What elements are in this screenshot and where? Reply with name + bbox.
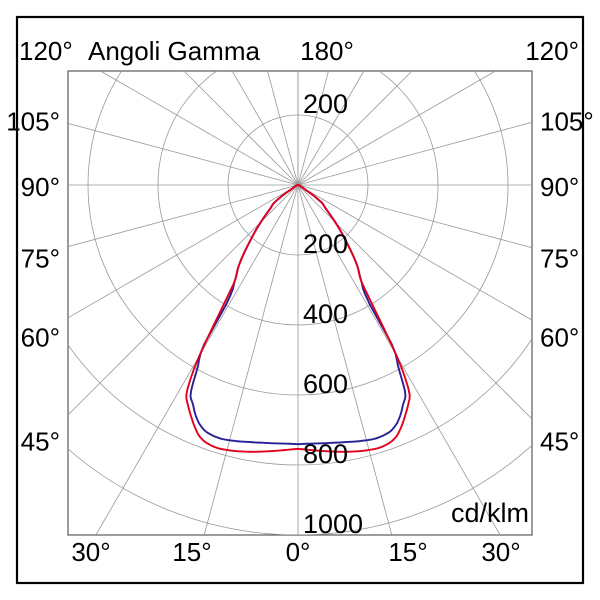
svg-text:Angoli Gamma: Angoli Gamma bbox=[88, 36, 260, 66]
svg-text:75°: 75° bbox=[540, 244, 579, 274]
svg-text:60°: 60° bbox=[21, 323, 60, 353]
svg-text:600: 600 bbox=[303, 369, 348, 399]
svg-text:0°: 0° bbox=[286, 537, 311, 567]
svg-text:1000: 1000 bbox=[303, 509, 363, 539]
svg-text:105°: 105° bbox=[540, 107, 594, 137]
svg-text:75°: 75° bbox=[21, 244, 60, 274]
svg-text:15°: 15° bbox=[388, 537, 427, 567]
svg-text:200: 200 bbox=[303, 229, 348, 259]
svg-text:45°: 45° bbox=[540, 427, 579, 457]
svg-text:15°: 15° bbox=[172, 537, 211, 567]
svg-text:90°: 90° bbox=[540, 172, 579, 202]
svg-text:400: 400 bbox=[303, 299, 348, 329]
svg-text:60°: 60° bbox=[540, 323, 579, 353]
svg-text:30°: 30° bbox=[71, 537, 110, 567]
svg-text:120°: 120° bbox=[525, 36, 579, 66]
svg-text:180°: 180° bbox=[300, 36, 354, 66]
svg-text:30°: 30° bbox=[481, 537, 520, 567]
svg-text:45°: 45° bbox=[21, 427, 60, 457]
svg-text:120°: 120° bbox=[19, 36, 73, 66]
svg-text:cd/klm: cd/klm bbox=[451, 498, 529, 528]
svg-text:800: 800 bbox=[303, 439, 348, 469]
svg-text:105°: 105° bbox=[6, 107, 60, 137]
svg-text:200: 200 bbox=[303, 89, 348, 119]
svg-text:90°: 90° bbox=[21, 172, 60, 202]
